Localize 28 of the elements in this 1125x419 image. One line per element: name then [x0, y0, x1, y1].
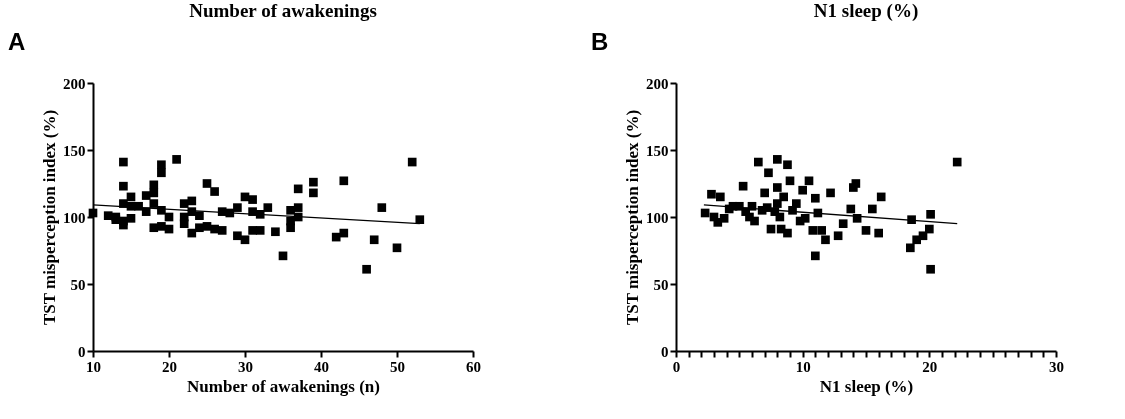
x-tick-label: 60: [466, 358, 481, 375]
chart-title: Number of awakenings: [189, 0, 377, 21]
x-tick-label: 0: [672, 358, 681, 375]
x-tick-label: 10: [795, 358, 811, 375]
y-axis-title: TST misperception index (%): [40, 109, 59, 326]
x-tick-label: 50: [390, 358, 405, 375]
x-tick-label: 40: [314, 358, 329, 375]
x-axis-title: N1 sleep (%): [819, 376, 914, 396]
y-axis-title: TST misperception index (%): [623, 109, 642, 326]
y-tick-label: 50: [653, 276, 669, 293]
y-tick-label: 0: [78, 343, 86, 360]
y-tick-label: 100: [63, 209, 86, 226]
x-tick-label: 30: [1049, 358, 1064, 375]
text: A: [8, 28, 26, 55]
y-tick-label: 200: [646, 75, 669, 92]
x-tick-label: 20: [922, 358, 938, 375]
chart-title: N1 sleep (%): [813, 0, 919, 22]
x-tick-label: 10: [86, 358, 101, 375]
text: B: [591, 28, 609, 55]
y-tick-label: 100: [646, 209, 669, 226]
y-tick-label: 150: [63, 142, 86, 159]
x-axis-title: Number of awakenings (n): [187, 376, 380, 396]
x-tick-label: 20: [162, 358, 177, 375]
y-tick-label: 150: [646, 142, 669, 159]
y-tick-label: 0: [661, 343, 669, 360]
x-tick-label: 30: [238, 358, 253, 375]
y-tick-label: 50: [70, 276, 86, 293]
y-tick-label: 200: [63, 75, 86, 92]
